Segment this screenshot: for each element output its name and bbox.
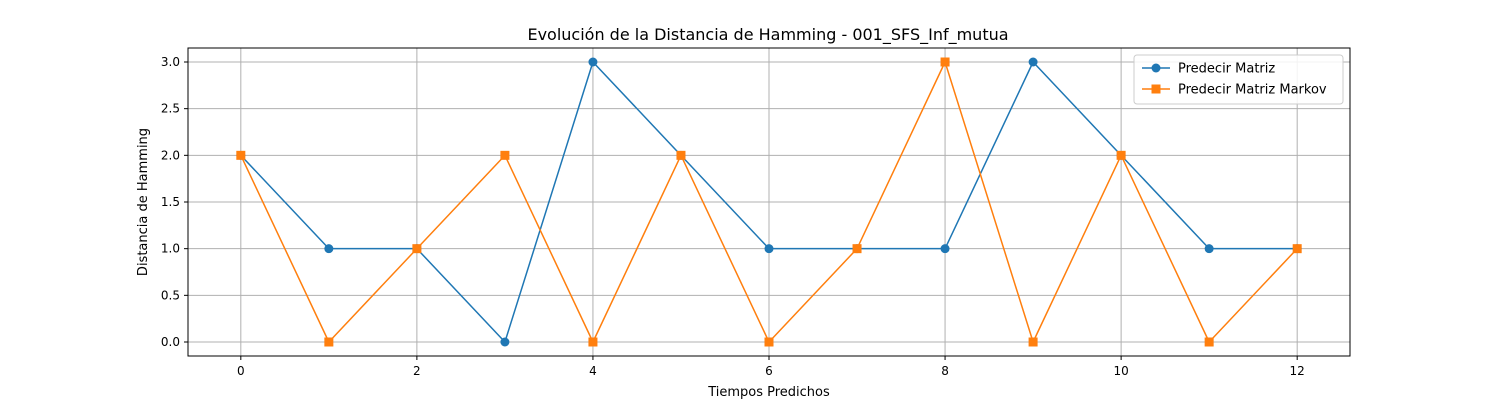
legend-marker bbox=[1151, 63, 1161, 73]
y-tick-label: 1.0 bbox=[161, 242, 180, 256]
legend-item: Predecir Matriz Markov bbox=[1142, 83, 1327, 98]
series-2 bbox=[236, 57, 1302, 347]
data-point bbox=[764, 244, 774, 254]
x-axis-label: Tiempos Predichos bbox=[707, 385, 830, 400]
data-point bbox=[324, 337, 334, 347]
series-layer bbox=[236, 57, 1302, 347]
data-point bbox=[940, 244, 950, 254]
axis-ticks: 0 2 4 6 8 10 12 0.0 0.5 1.0 1.5 2.0 2.5 3.0 bbox=[161, 55, 1305, 378]
data-point bbox=[1204, 244, 1214, 254]
legend-label: Predecir Matriz bbox=[1178, 62, 1275, 77]
data-point bbox=[940, 57, 950, 67]
legend-box bbox=[1133, 54, 1344, 105]
legend-label: Predecir Matriz Markov bbox=[1178, 83, 1327, 98]
data-point bbox=[500, 337, 510, 347]
data-point bbox=[764, 337, 774, 347]
x-tick-label: 10 bbox=[1113, 364, 1128, 378]
y-axis-label: Distancia de Hamming bbox=[136, 128, 151, 276]
y-tick-label: 2.5 bbox=[161, 102, 180, 116]
x-tick-label: 0 bbox=[237, 364, 245, 378]
x-tick-label: 8 bbox=[941, 364, 949, 378]
data-point bbox=[1116, 150, 1126, 160]
y-tick-label: 2.0 bbox=[161, 148, 180, 162]
data-point bbox=[324, 244, 334, 254]
data-point bbox=[1204, 337, 1214, 347]
data-point bbox=[1028, 57, 1038, 67]
x-tick-label: 2 bbox=[413, 364, 421, 378]
data-point bbox=[852, 244, 862, 254]
y-tick-label: 0.0 bbox=[161, 335, 180, 349]
plot-frame bbox=[187, 47, 1351, 357]
x-tick-label: 6 bbox=[765, 364, 773, 378]
data-point bbox=[588, 57, 598, 67]
data-point bbox=[1292, 244, 1302, 254]
y-tick-label: 0.5 bbox=[161, 288, 180, 302]
data-point bbox=[412, 244, 422, 254]
legend: Predecir Matriz Predecir Matriz Markov bbox=[1133, 54, 1344, 105]
chart-title: Evolución de la Distancia de Hamming - 0… bbox=[527, 25, 1008, 45]
y-tick-label: 1.5 bbox=[161, 195, 180, 209]
y-tick-label: 3.0 bbox=[161, 55, 180, 69]
data-point bbox=[1028, 337, 1038, 347]
x-tick-label: 12 bbox=[1290, 364, 1305, 378]
data-point bbox=[500, 150, 510, 160]
data-point bbox=[588, 337, 598, 347]
data-point bbox=[676, 150, 686, 160]
legend-marker bbox=[1151, 84, 1161, 94]
legend-item: Predecir Matriz bbox=[1142, 62, 1275, 77]
data-point bbox=[236, 150, 246, 160]
x-tick-label: 4 bbox=[589, 364, 597, 378]
